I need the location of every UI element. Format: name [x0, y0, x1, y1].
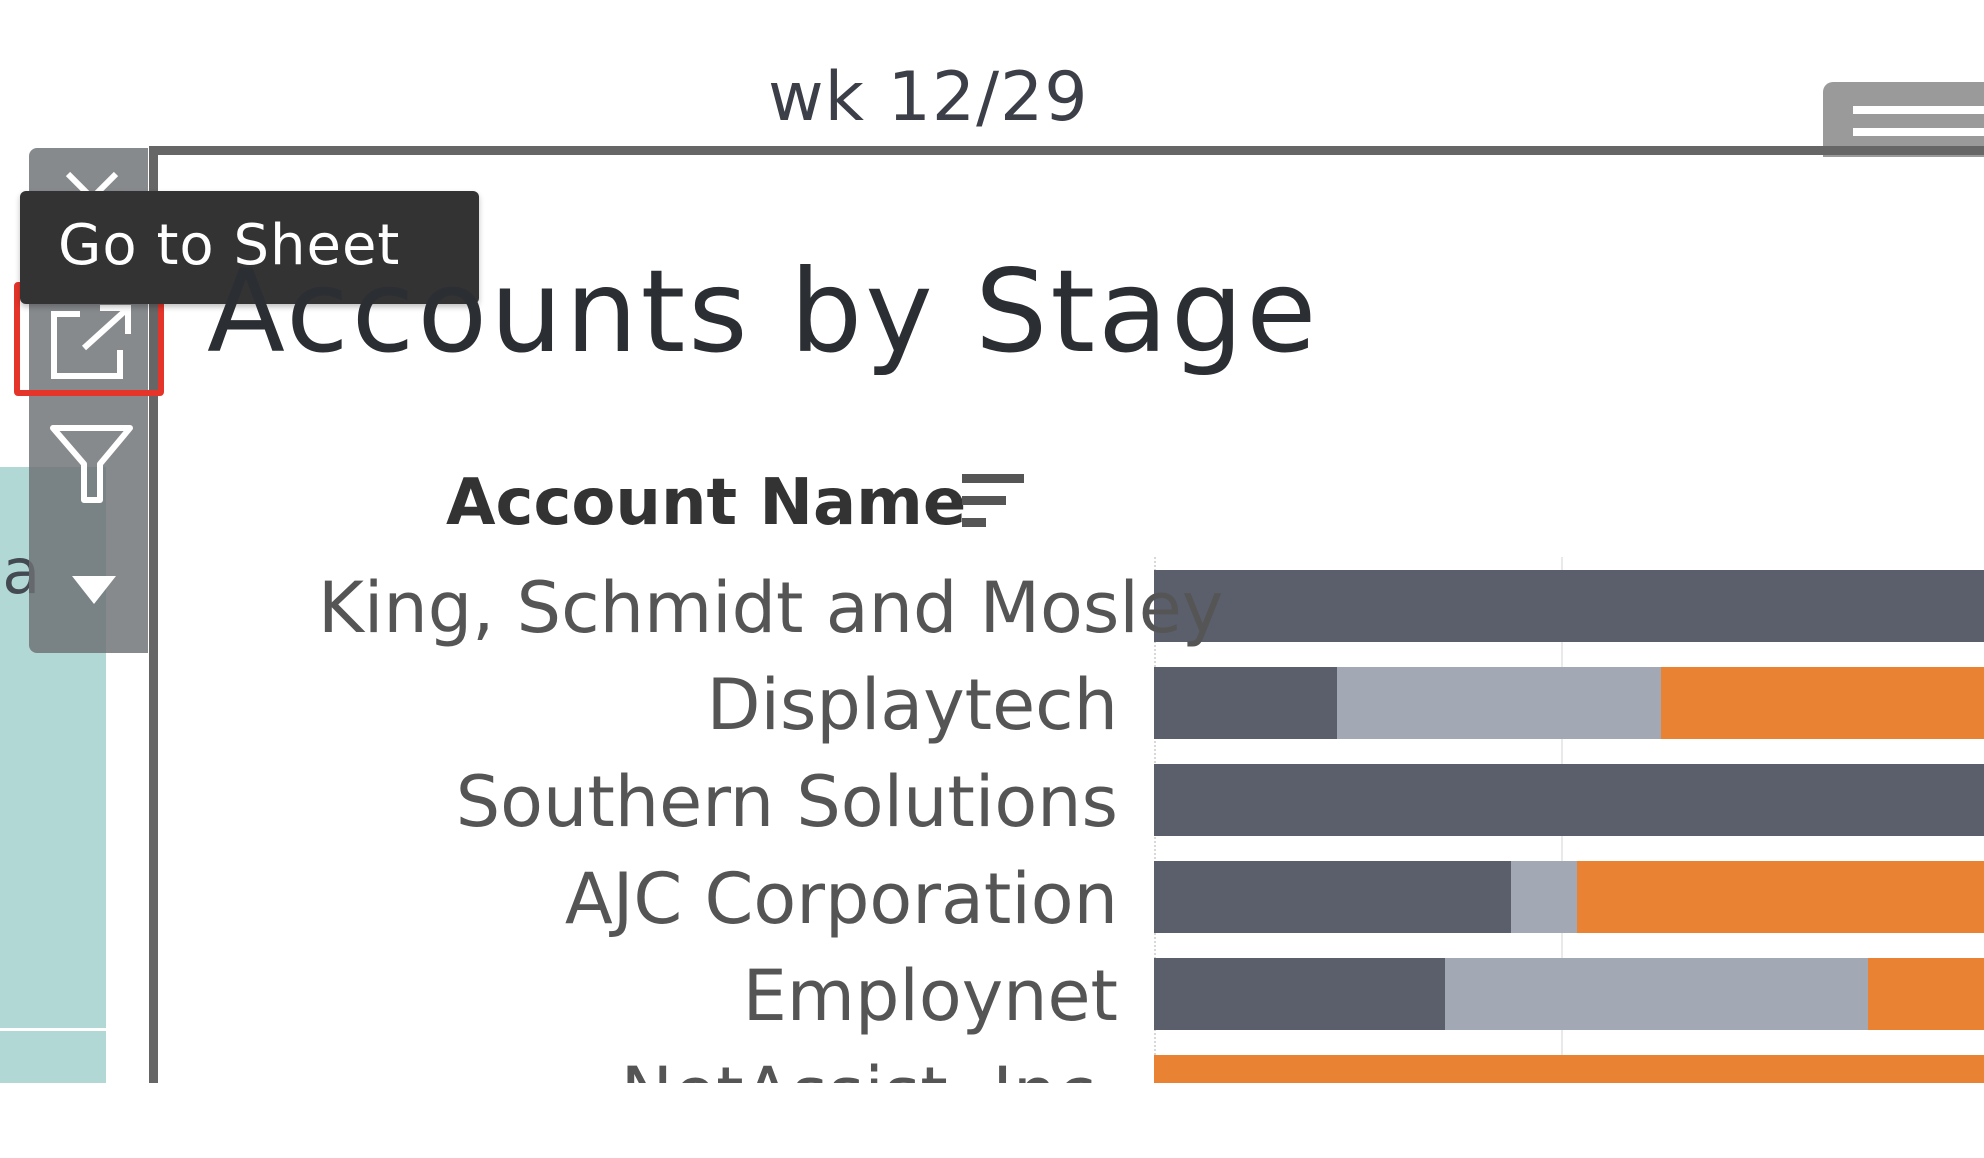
bar-segment[interactable]	[1154, 1055, 1984, 1083]
tooltip-text: Go to Sheet	[58, 213, 401, 278]
bar-segment[interactable]	[1445, 958, 1868, 1030]
hamburger-menu-icon[interactable]	[1823, 82, 1984, 157]
row-label[interactable]: Southern Solutions	[455, 761, 1118, 843]
sheet-title: Accounts by Stage	[207, 245, 1320, 378]
column-header-account-name[interactable]: Account Name	[446, 466, 967, 540]
week-label: wk 12/29	[768, 58, 1089, 131]
bar-segment[interactable]	[1154, 570, 1984, 642]
bar-segment[interactable]	[1511, 861, 1577, 933]
bar-segment[interactable]	[1154, 958, 1445, 1030]
external-link-icon[interactable]	[50, 302, 134, 386]
stacked-bar-chart	[1154, 557, 1984, 1083]
row-label[interactable]: NetAssist, Inc.	[318, 1053, 1118, 1083]
bar-segment[interactable]	[1577, 861, 1984, 933]
goto-sheet-tooltip: Go to Sheet	[20, 191, 479, 304]
sheet-frame-top	[149, 146, 1984, 155]
row-label[interactable]: AJC Corporation	[564, 858, 1118, 940]
bar-segment[interactable]	[1661, 667, 1984, 739]
caret-down-icon[interactable]	[70, 574, 118, 606]
bar-segment[interactable]	[1868, 958, 1984, 1030]
bar-segment[interactable]	[1154, 861, 1511, 933]
sheet-frame-left	[149, 146, 158, 1083]
row-label[interactable]: King, Schmidt and Mosley	[318, 567, 1224, 649]
bar-segment[interactable]	[1154, 764, 1984, 836]
row-label[interactable]: Displaytech	[706, 664, 1118, 746]
filter-icon[interactable]	[50, 422, 134, 506]
dashboard-view: wk 12/29 sa Go to Sheet Accounts by Stag…	[0, 58, 1984, 1083]
bar-segment[interactable]	[1154, 667, 1337, 739]
row-label[interactable]: Employnet	[742, 955, 1118, 1037]
sort-descending-icon[interactable]	[962, 472, 1026, 536]
bar-segment[interactable]	[1337, 667, 1661, 739]
adjacent-sheet-divider	[0, 1028, 106, 1031]
